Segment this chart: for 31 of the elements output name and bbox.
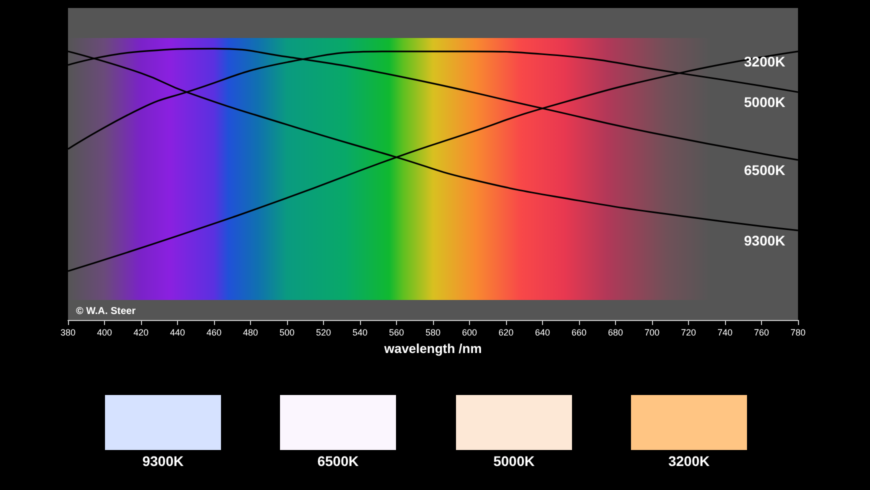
series-label: 3200K bbox=[744, 53, 786, 70]
x-tick-label: 420 bbox=[133, 328, 149, 338]
x-tick-label: 580 bbox=[425, 328, 441, 338]
x-tick-label: 700 bbox=[644, 328, 660, 338]
series-label: 9300K bbox=[744, 232, 786, 248]
x-tick-label: 520 bbox=[316, 328, 332, 338]
x-tick-label: 400 bbox=[96, 328, 112, 338]
x-tick-label: 640 bbox=[534, 328, 550, 338]
x-tick-label: 560 bbox=[388, 328, 404, 338]
x-tick-label: 540 bbox=[352, 328, 368, 338]
x-tick-label: 740 bbox=[717, 328, 733, 338]
text: 9300K bbox=[141, 453, 185, 469]
text: 3200K bbox=[667, 453, 711, 469]
x-tick-label: 480 bbox=[242, 328, 258, 338]
x-tick-label: 600 bbox=[462, 328, 478, 338]
x-tick-label: 680 bbox=[608, 328, 624, 338]
x-tick-label: 460 bbox=[206, 328, 222, 338]
x-tick-label: 780 bbox=[790, 328, 806, 338]
x-tick-label: 720 bbox=[680, 328, 696, 338]
annotation: © W.A. Steer bbox=[76, 306, 136, 317]
x-tick-label: 440 bbox=[170, 328, 186, 338]
x-axis-title: wavelength /nm bbox=[383, 341, 482, 356]
x-tick-label: 620 bbox=[498, 328, 514, 338]
series-label: 6500K bbox=[744, 162, 786, 178]
x-tick-label: 380 bbox=[60, 328, 76, 338]
x-tick-label: 660 bbox=[571, 328, 587, 338]
series-label: 5000K bbox=[744, 94, 786, 110]
x-tick-label: 500 bbox=[279, 328, 295, 338]
text: 5000K bbox=[492, 453, 536, 469]
text: 6500K bbox=[316, 453, 360, 469]
x-tick-label: 760 bbox=[754, 328, 770, 338]
